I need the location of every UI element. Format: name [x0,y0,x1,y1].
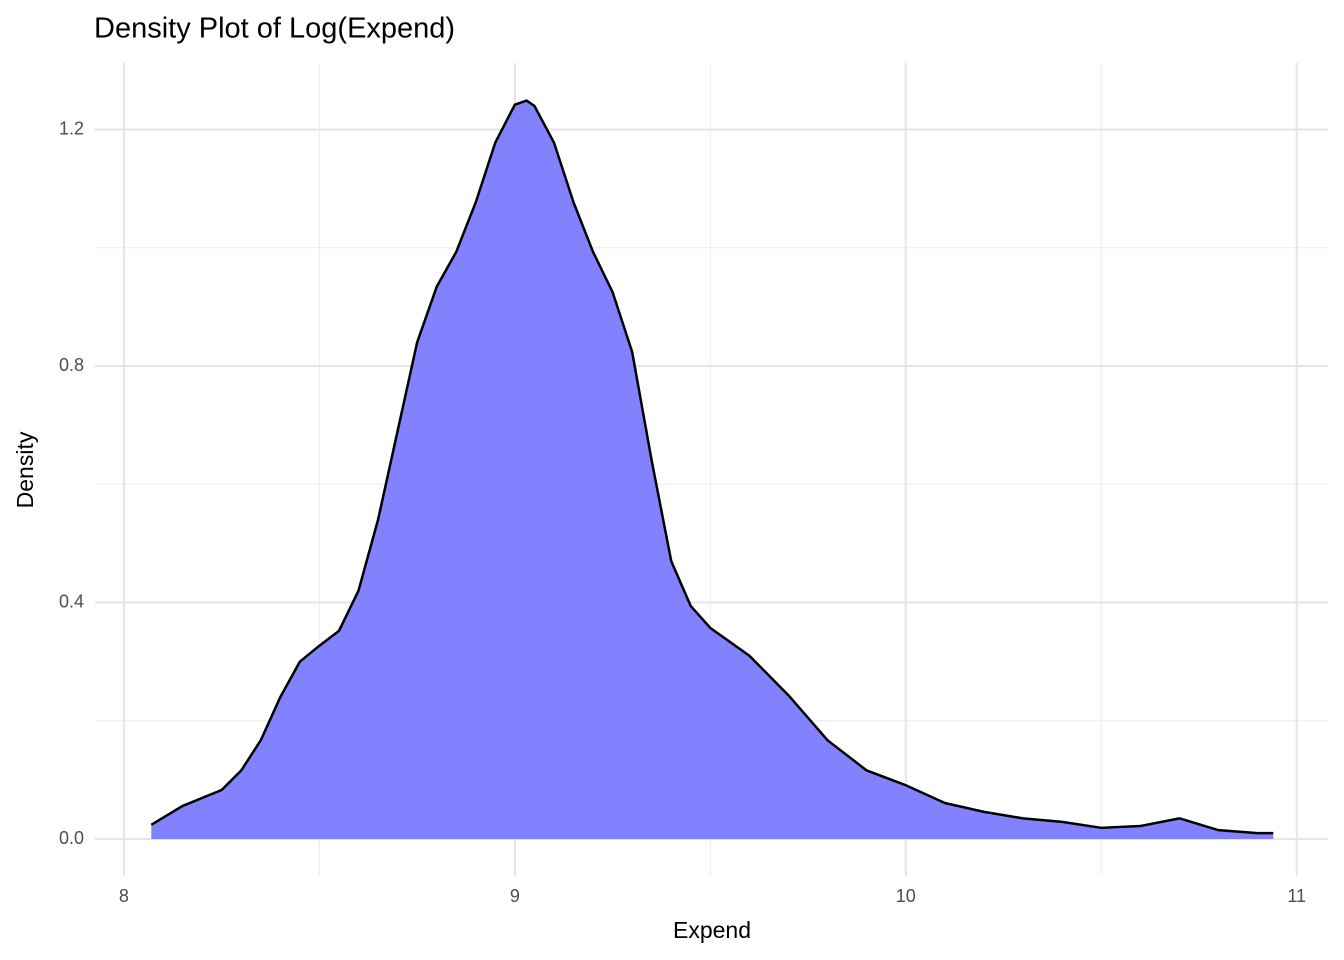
x-tick-label: 11 [1287,886,1306,906]
x-axis-title: Expend [673,917,751,943]
y-tick-label: 0.0 [59,828,84,848]
y-tick-label: 0.4 [59,591,84,611]
x-tick-label: 8 [119,886,129,906]
y-tick-label: 0.8 [59,355,84,375]
x-tick-label: 9 [510,886,520,906]
chart-title: Density Plot of Log(Expend) [94,13,455,45]
y-tick-label: 1.2 [59,118,84,138]
x-tick-label: 10 [896,886,916,906]
density-area [151,100,1274,840]
density-line [150,99,1274,835]
y-axis-title: Density [12,431,38,508]
